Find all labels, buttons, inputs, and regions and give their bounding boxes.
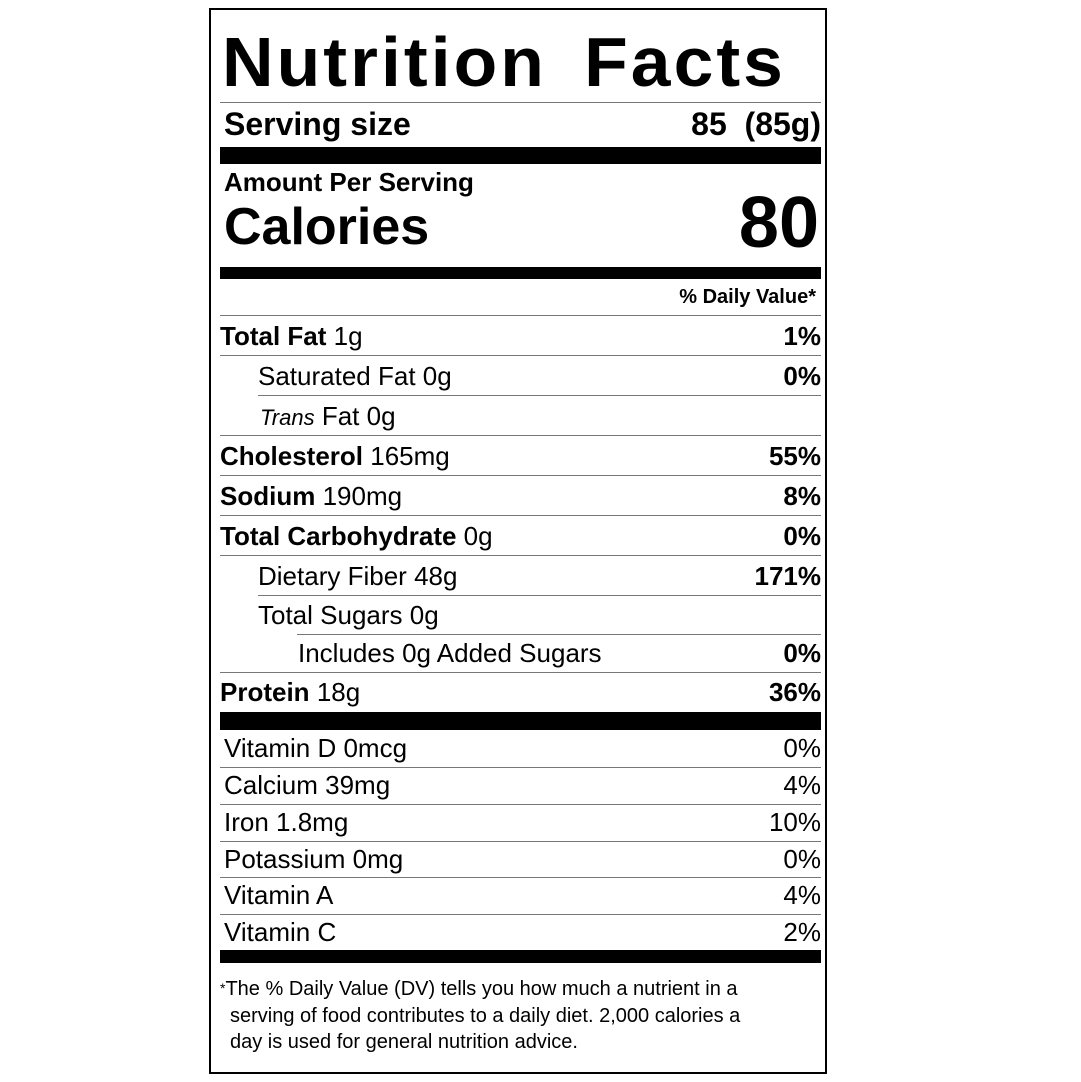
nutrient-name: Sodium	[220, 480, 316, 511]
vitamin-name: Vitamin A	[224, 880, 334, 910]
nutrient-dv: 171%	[754, 560, 822, 591]
nutrient-dv: 36%	[768, 676, 821, 707]
nutrient-name: Dietary Fiber	[258, 560, 407, 591]
divider	[220, 435, 821, 436]
nutrient-dv: 1%	[783, 320, 821, 351]
calories-value: 80	[738, 183, 819, 263]
nutrient-amount: 190mg	[322, 480, 403, 511]
nutrient-dv: 0%	[783, 520, 821, 551]
thick-divider	[220, 147, 821, 164]
divider	[220, 515, 821, 516]
amount-per-serving: Amount Per Serving	[224, 167, 474, 197]
nutrient-amount: 0g	[366, 400, 396, 431]
divider	[220, 804, 821, 805]
divider	[220, 672, 821, 673]
divider	[220, 102, 821, 103]
nutrient-name: Saturated Fat	[258, 360, 416, 391]
footnote-line: The % Daily Value (DV) tells you how muc…	[225, 978, 738, 1000]
divider	[220, 355, 821, 356]
nutrient-row-protein: Protein 18g 36%	[220, 672, 821, 712]
nutrient-amount: 1g	[333, 320, 363, 351]
divider	[220, 767, 821, 768]
vitamin-name: Potassium 0mg	[224, 844, 404, 874]
footnote-marker: *	[220, 980, 226, 996]
divider	[220, 555, 821, 556]
serving-size-row: Serving size 85 (85g)	[224, 104, 821, 144]
vitamin-dv: 4%	[783, 880, 821, 910]
divider	[220, 877, 821, 878]
nutrient-dv: 0%	[783, 360, 821, 391]
footnote: *The % Daily Value (DV) tells you how mu…	[220, 975, 795, 1056]
divider	[220, 315, 821, 316]
serving-size-label: Serving size	[224, 105, 411, 142]
divider	[258, 395, 821, 396]
vitamin-row: Calcium 39mg 4%	[224, 767, 821, 804]
divider	[258, 595, 821, 596]
nutrient-amount: 0g	[463, 520, 493, 551]
thick-divider	[220, 712, 821, 730]
calories-label: Calories	[224, 198, 430, 256]
footnote-line: serving of food contributes to a daily d…	[230, 1004, 741, 1027]
nutrient-row-dietary-fiber: Dietary Fiber 48g 171%	[220, 556, 821, 596]
nutrient-row-total-carbohydrate: Total Carbohydrate 0g 0%	[220, 516, 821, 556]
divider	[220, 914, 821, 915]
vitamin-row: Iron 1.8mg 10%	[224, 804, 821, 841]
thick-divider	[220, 267, 821, 279]
label-title: Nutrition Facts	[222, 23, 786, 101]
vitamin-name: Vitamin D 0mcg	[224, 733, 408, 763]
nutrient-amount: 0g	[409, 599, 439, 630]
vitamin-dv: 4%	[783, 770, 821, 800]
nutrient-dv: 8%	[783, 480, 821, 511]
serving-size-value: 85 (85g)	[691, 105, 821, 142]
nutrient-row-saturated-fat: Saturated Fat 0g 0%	[220, 356, 821, 396]
vitamin-dv: 0%	[783, 733, 821, 763]
vitamin-row: Vitamin A 4%	[224, 877, 821, 914]
nutrient-name: Fat	[321, 400, 360, 431]
daily-value-header: % Daily Value*	[679, 286, 816, 308]
vitamin-name: Calcium 39mg	[224, 770, 391, 800]
nutrient-name: Total Carbohydrate	[220, 520, 457, 551]
divider	[220, 841, 821, 842]
nutrition-facts-label: Nutrition Facts Serving size 85 (85g) Am…	[209, 8, 827, 1074]
nutrient-row-total-sugars: Total Sugars 0g	[220, 595, 821, 635]
vitamin-row: Vitamin C 2%	[224, 914, 821, 951]
nutrient-name: Total Fat	[220, 320, 327, 351]
vitamin-row: Vitamin D 0mcg 0%	[224, 730, 821, 767]
vitamin-dv: 10%	[768, 807, 821, 837]
nutrient-dv: 55%	[768, 440, 821, 471]
footnote-line: day is used for general nutrition advice…	[230, 1031, 578, 1053]
nutrient-amount: 0g	[422, 360, 452, 391]
nutrient-dv: 0%	[783, 637, 821, 668]
nutrient-amount: 48g	[414, 560, 458, 591]
vitamin-dv: 0%	[783, 844, 821, 874]
vitamin-dv: 2%	[783, 917, 821, 947]
vitamin-name: Vitamin C	[224, 917, 337, 947]
nutrient-name: Includes 0g Added Sugars	[298, 637, 602, 668]
nutrient-row-sodium: Sodium 190mg 8%	[220, 476, 821, 516]
divider	[220, 475, 821, 476]
nutrient-row-trans-fat: Trans Fat 0g	[220, 396, 821, 436]
nutrient-amount: 165mg	[370, 440, 450, 471]
vitamin-name: Iron 1.8mg	[224, 807, 349, 837]
nutrient-row-added-sugars: Includes 0g Added Sugars 0%	[220, 633, 821, 673]
nutrient-name: Cholesterol	[220, 440, 364, 471]
nutrient-name: Protein	[220, 676, 310, 707]
nutrient-row-total-fat: Total Fat 1g 1%	[220, 316, 821, 356]
nutrient-name: Total Sugars	[258, 599, 403, 630]
nutrient-amount: 18g	[316, 676, 361, 707]
vitamin-row: Potassium 0mg 0%	[224, 841, 821, 878]
divider	[297, 634, 821, 635]
nutrient-row-cholesterol: Cholesterol 165mg 55%	[220, 436, 821, 476]
thick-divider	[220, 950, 821, 963]
nutrient-name-italic: Trans	[260, 404, 315, 430]
